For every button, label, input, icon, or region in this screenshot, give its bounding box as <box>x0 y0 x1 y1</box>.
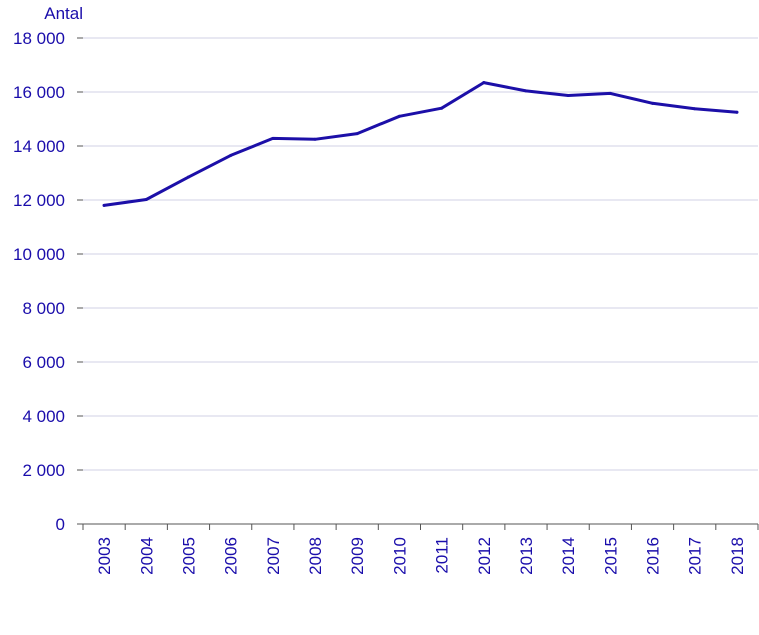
x-tick-label: 2009 <box>348 537 367 575</box>
x-tick-label: 2008 <box>306 537 325 575</box>
x-tick-label: 2007 <box>264 537 283 575</box>
y-tick-label: 10 000 <box>13 245 65 264</box>
data-point <box>608 91 612 95</box>
data-point <box>566 94 570 98</box>
data-point <box>102 203 106 207</box>
y-tick-label: 6 000 <box>22 353 65 372</box>
x-tick-label: 2006 <box>222 537 241 575</box>
x-tick-label: 2013 <box>517 537 536 575</box>
data-point <box>397 114 401 118</box>
y-tick-label: 16 000 <box>13 83 65 102</box>
data-point <box>271 136 275 140</box>
data-point <box>735 110 739 114</box>
x-tick-label: 2010 <box>390 537 409 575</box>
x-tick-label: 2012 <box>475 537 494 575</box>
data-point <box>440 106 444 110</box>
y-tick-label: 4 000 <box>22 407 65 426</box>
data-point <box>651 101 655 105</box>
y-tick-label: 12 000 <box>13 191 65 210</box>
data-point <box>693 107 697 111</box>
x-axis-ticks: 2003 2004 2005 2006 2007 2008 2009 2010 2011 2012… <box>82 524 759 575</box>
data-point <box>482 81 486 85</box>
x-tick-label: 2003 <box>95 537 114 575</box>
x-tick-label: 2017 <box>686 537 705 575</box>
data-point <box>313 137 317 141</box>
x-tick-label: 2015 <box>601 537 620 575</box>
grid-lines <box>83 37 758 471</box>
data-point <box>355 132 359 136</box>
y-axis-ticks: 0 2 000 4 000 6 000 8 000 10 000 12 000 14 000 1… <box>13 29 83 534</box>
y-axis-title: Antal <box>44 4 83 23</box>
y-tick-label: 8 000 <box>22 299 65 318</box>
x-tick-label: 2004 <box>137 537 156 575</box>
data-point <box>524 89 528 93</box>
y-tick-label: 0 <box>56 515 65 534</box>
x-tick-label: 2011 <box>433 537 452 574</box>
y-tick-label: 18 000 <box>13 29 65 48</box>
y-tick-label: 2 000 <box>22 461 65 480</box>
x-tick-label: 2014 <box>559 537 578 575</box>
x-tick-label: 2016 <box>644 537 663 575</box>
series-group <box>102 81 739 207</box>
data-point <box>229 153 233 157</box>
y-tick-label: 14 000 <box>13 137 65 156</box>
series-line <box>102 81 739 207</box>
data-point <box>144 197 148 201</box>
data-point <box>186 175 190 179</box>
x-tick-label: 2005 <box>179 537 198 575</box>
x-tick-label: 2018 <box>728 537 747 575</box>
